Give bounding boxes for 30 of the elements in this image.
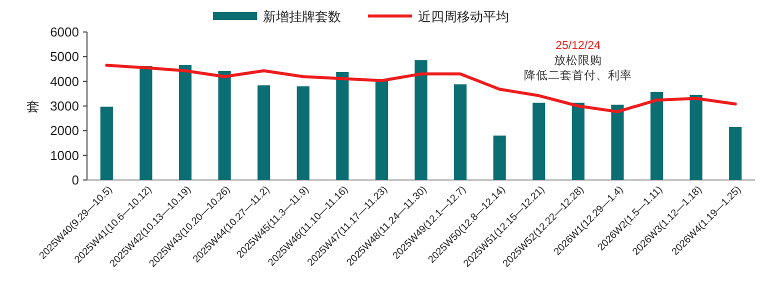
y-tick-label: 6000 [50,24,79,40]
bar [690,94,702,180]
legend-label: 近四周移动平均 [418,9,509,24]
annotation: 降低二套首付、利率 [524,68,632,82]
y-tick-label: 1000 [50,148,79,163]
bar [650,92,664,180]
bar [258,85,270,180]
bar [729,126,742,180]
y-tick-label: 0 [72,172,79,188]
bar [218,70,231,180]
bar [414,60,428,180]
y-tick-label: 5000 [50,49,79,64]
bar [375,80,388,180]
bar [140,66,152,180]
bar [493,136,506,180]
y-tick-label: 4000 [50,74,79,89]
y-tick-label: 2000 [50,123,79,138]
bar [100,106,113,180]
bar [532,102,546,180]
annotation: 放松限购 [554,54,602,67]
bar [572,102,584,180]
bar [336,72,349,180]
bar [454,84,467,180]
bar [296,86,310,180]
bar [611,104,624,180]
legend-label: 新增挂牌套数 [263,9,341,24]
y-axis-title: 套 [26,99,40,114]
annotation: 25/12/24 [556,40,601,52]
y-tick-label: 3000 [50,98,79,114]
bar [178,65,192,180]
